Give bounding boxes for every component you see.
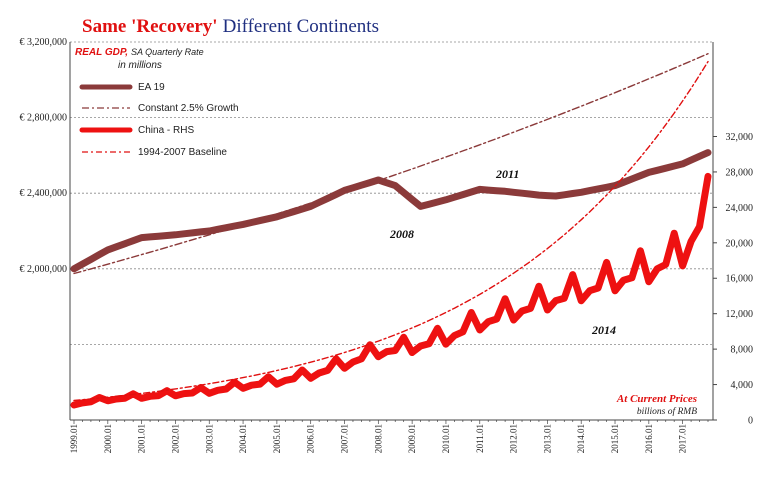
chart-title-part2: Different Continents <box>223 16 379 37</box>
series-line-constant-2-5-growth <box>73 53 709 275</box>
tick-labels: € 2,000,000 € 2,400,000 € 2,800,000 € 3,200… <box>20 37 754 453</box>
x-tick-label: 2013.01 <box>542 424 552 453</box>
x-tick-label: 2012.01 <box>509 424 519 453</box>
x-tick-label: 2011.01 <box>475 424 485 453</box>
y-right-tick-label: 12,000 <box>726 309 754 320</box>
x-tick-label: 2006.01 <box>306 424 316 453</box>
gridlines <box>70 41 713 345</box>
x-tick-label: 2000.01 <box>103 424 113 453</box>
annotation-current-prices: At Current Prices <box>616 393 697 405</box>
x-tick-label: 2005.01 <box>272 424 282 453</box>
series-line-ea-19 <box>70 149 712 273</box>
y-left-tick-label: € 2,800,000 <box>20 113 68 124</box>
x-tick-label: 2003.01 <box>204 424 214 453</box>
legend-label-baseline: 1994-2007 Baseline <box>138 147 227 158</box>
axes <box>69 42 717 424</box>
x-tick-label: 2017.01 <box>678 424 688 453</box>
series-lines <box>70 53 712 409</box>
x-tick-label: 2004.01 <box>238 424 248 453</box>
legend-heading-bold: REAL GDP, <box>75 47 128 58</box>
annotation-2011: 2011 <box>495 167 519 181</box>
y-left-tick-label: € 2,000,000 <box>20 264 68 275</box>
y-left-tick-label: € 3,200,000 <box>20 37 68 48</box>
x-tick-label: 2009.01 <box>407 424 417 453</box>
legend-heading: REAL GDP, SA Quarterly Rate <box>75 47 204 58</box>
series-line-china-rhs <box>70 172 712 409</box>
legend-label-constant-growth: Constant 2.5% Growth <box>138 103 239 114</box>
y-right-tick-label: 8,000 <box>731 345 754 356</box>
chart-title-part1: Same 'Recovery' <box>82 16 218 37</box>
y-left-tick-label: € 2,400,000 <box>20 188 68 199</box>
x-tick-label: 2015.01 <box>610 424 620 453</box>
annotation-rmb-units: billions of RMB <box>637 406 697 417</box>
y-right-tick-label: 32,000 <box>726 132 754 143</box>
chart-title: Same 'Recovery' Different Continents <box>82 16 379 37</box>
legend: REAL GDP, SA Quarterly Rate in millions E… <box>75 47 239 158</box>
legend-subheading: in millions <box>118 60 162 71</box>
legend-label-china: China - RHS <box>138 125 194 136</box>
y-right-tick-label: 24,000 <box>726 203 754 214</box>
y-right-tick-label: 20,000 <box>726 238 754 249</box>
x-tick-label: 2001.01 <box>137 424 147 453</box>
x-tick-label: 2014.01 <box>576 424 586 453</box>
x-tick-label: 2016.01 <box>644 424 654 453</box>
x-tick-label: 2008.01 <box>373 424 383 453</box>
y-right-tick-label: 28,000 <box>726 167 754 178</box>
annotation-2014: 2014 <box>591 323 616 337</box>
x-tick-label: 1999.01 <box>69 424 79 453</box>
x-tick-label: 2007.01 <box>340 424 350 453</box>
series-line-1994-2007-baseline <box>73 60 709 402</box>
y-right-tick-label: 16,000 <box>726 274 754 285</box>
x-tick-label: 2010.01 <box>441 424 451 453</box>
legend-label-ea19: EA 19 <box>138 82 165 93</box>
y-right-tick-label: 0 <box>748 416 753 427</box>
legend-heading-rest: SA Quarterly Rate <box>131 47 204 57</box>
annotation-2008: 2008 <box>389 227 414 241</box>
x-tick-label: 2002.01 <box>170 424 180 453</box>
y-right-tick-label: 4,000 <box>731 380 754 391</box>
